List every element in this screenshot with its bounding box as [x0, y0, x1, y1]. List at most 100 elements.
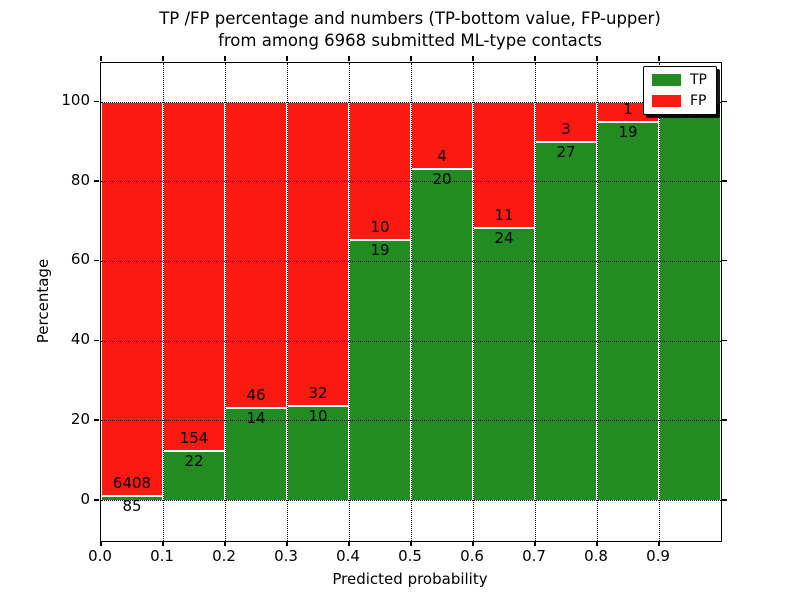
- grid-vline-0.2: [225, 63, 226, 541]
- bar-segment-tp-4: [349, 238, 411, 500]
- y-tick-label-80: 80: [70, 170, 90, 189]
- grid-vline-0.9: [659, 63, 660, 541]
- x-tick-label-0.9: 0.9: [646, 547, 670, 565]
- x-tick-bottom-0.8: [596, 541, 598, 546]
- bar-segment-fp-3: [287, 101, 349, 406]
- bar-label-fp-8: 1: [623, 100, 633, 119]
- bar-label-tp-6: 24: [494, 228, 514, 247]
- legend-item-fp: FP: [652, 94, 707, 108]
- x-tick-label-0.3: 0.3: [274, 547, 298, 565]
- x-tick-bottom-0.4: [348, 541, 350, 546]
- x-tick-bottom-0.5: [410, 541, 412, 546]
- bar-label-fp-5: 4: [437, 146, 447, 165]
- x-tick-top-0: [100, 56, 102, 61]
- y-tick-right-80: [722, 180, 727, 182]
- grid-vline-0.4: [349, 63, 350, 541]
- y-tick-left-0: [94, 499, 99, 501]
- y-tick-right-20: [722, 419, 727, 421]
- legend-swatch-fp: [652, 95, 681, 107]
- bar-label-tp-4: 19: [370, 240, 390, 259]
- x-tick-top-0.1: [162, 56, 164, 61]
- y-tick-label-40: 40: [70, 330, 90, 349]
- y-tick-left-40: [94, 339, 99, 342]
- grid-vline-0.6: [473, 63, 474, 541]
- x-tick-bottom-0.6: [472, 541, 474, 546]
- bar-label-fp-7: 3: [561, 120, 571, 139]
- x-tick-top-0.2: [224, 56, 226, 61]
- legend: TP FP: [643, 66, 717, 115]
- x-tick-label-0.8: 0.8: [584, 547, 608, 565]
- bar-segment-fp-1: [163, 101, 225, 451]
- grid-vline-0.5: [411, 63, 412, 541]
- bar-segment-fp-0: [101, 101, 163, 495]
- bar-label-tp-3: 10: [308, 407, 328, 426]
- bar-segment-tp-7: [535, 141, 597, 500]
- y-tick-right-100: [722, 100, 727, 102]
- bar-label-tp-1: 22: [184, 452, 204, 471]
- bar-segment-fp-2: [225, 101, 287, 408]
- bar-segment-tp-9: [659, 101, 721, 500]
- y-tick-left-100: [94, 100, 99, 102]
- plot-area: TP FP 6408 85 154 22 46 14 32 10 10 19 4 20 11 24 3 27 1 1…: [100, 62, 722, 542]
- bar-segment-fp-4: [349, 101, 411, 239]
- y-tick-left-20: [94, 419, 99, 421]
- bar-label-tp-7: 27: [556, 143, 576, 162]
- y-axis-title: Percentage: [34, 258, 52, 344]
- bar-label-fp-3: 32: [308, 384, 328, 403]
- y-tick-label-0: 0: [80, 489, 90, 508]
- legend-swatch-tp: [652, 74, 681, 86]
- bar-label-fp-1: 154: [179, 429, 209, 448]
- bar-label-fp-6: 11: [494, 205, 514, 224]
- x-tick-top-0.8: [596, 56, 598, 61]
- y-tick-right-0: [722, 499, 727, 501]
- x-tick-bottom-0.3: [286, 541, 288, 546]
- y-tick-label-60: 60: [70, 250, 90, 269]
- y-tick-right-40: [722, 339, 727, 342]
- grid-vline-0.3: [287, 63, 288, 541]
- grid-vline-0.7: [535, 63, 536, 541]
- x-tick-top-0.6: [472, 56, 474, 61]
- bar-label-tp-2: 14: [246, 409, 266, 428]
- bar-segment-tp-5: [411, 167, 473, 500]
- x-tick-bottom-0.2: [224, 541, 226, 546]
- x-tick-label-0.6: 0.6: [460, 547, 484, 565]
- y-tick-label-100: 100: [61, 91, 90, 109]
- bar-segment-tp-0: [101, 494, 163, 500]
- bar-label-fp-0: 6408: [112, 473, 152, 492]
- x-tick-label-0: 0.0: [88, 547, 112, 565]
- x-tick-label-0.4: 0.4: [336, 547, 360, 565]
- bar-segment-tp-8: [597, 121, 659, 500]
- x-tick-top-0.9: [658, 56, 660, 61]
- bar-label-tp-5: 20: [432, 169, 452, 188]
- y-tick-left-60: [94, 259, 99, 262]
- y-tick-label-20: 20: [70, 409, 90, 428]
- grid-vline-0.1: [163, 63, 164, 541]
- x-tick-label-0.7: 0.7: [522, 547, 546, 565]
- x-tick-top-0.5: [410, 56, 412, 61]
- x-tick-top-0.4: [348, 56, 350, 61]
- x-axis-title: Predicted probability: [332, 570, 488, 588]
- legend-label-fp: FP: [690, 93, 707, 109]
- bar-segment-tp-6: [473, 226, 535, 500]
- y-tick-right-60: [722, 259, 727, 262]
- x-tick-top-0.3: [286, 56, 288, 61]
- legend-label-tp: TP: [690, 72, 707, 88]
- legend-item-tp: TP: [652, 73, 707, 87]
- bar-segment-tp-2: [225, 407, 287, 500]
- x-tick-label-0.1: 0.1: [150, 547, 174, 565]
- x-tick-bottom-0: [100, 541, 102, 546]
- x-tick-bottom-0.1: [162, 541, 164, 546]
- y-tick-left-80: [94, 180, 99, 182]
- chart-title: TP /FP percentage and numbers (TP-bottom…: [100, 8, 720, 52]
- x-tick-top-0.7: [534, 56, 536, 61]
- bar-label-tp-8: 19: [618, 123, 638, 142]
- x-tick-bottom-0.7: [534, 541, 536, 546]
- x-tick-bottom-0.9: [658, 541, 660, 546]
- x-tick-label-0.5: 0.5: [398, 547, 422, 565]
- bar-label-fp-4: 10: [370, 217, 390, 236]
- chart-title-line1: TP /FP percentage and numbers (TP-bottom…: [159, 9, 661, 28]
- bar-label-fp-2: 46: [246, 386, 266, 405]
- bar-segment-fp-7: [535, 101, 597, 142]
- x-tick-label-0.2: 0.2: [212, 547, 236, 565]
